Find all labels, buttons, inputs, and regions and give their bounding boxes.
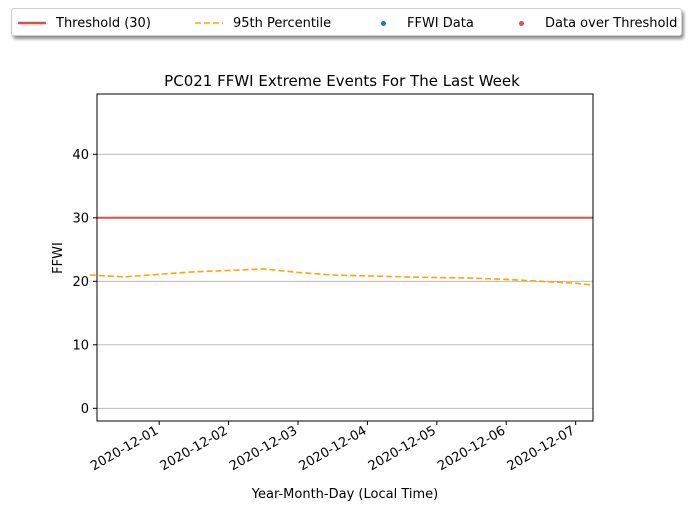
legend-item-percentile: 95th Percentile [195, 9, 331, 37]
legend-swatch-percentile [195, 17, 223, 29]
x-tick-label-2020-12-06: 2020-12-06 [435, 423, 508, 474]
x-tick-label-2020-12-03: 2020-12-03 [227, 423, 300, 474]
chart-title: PC021 FFWI Extreme Events For The Last W… [164, 72, 520, 90]
series-line-1 [89, 268, 594, 286]
legend-marker-over-threshold [507, 17, 535, 29]
y-tick-label-10: 10 [72, 338, 89, 353]
legend-marker-ffwi-data [369, 17, 397, 29]
x-tick-label-2020-12-01: 2020-12-01 [88, 423, 161, 474]
x-tick-label-2020-12-04: 2020-12-04 [296, 423, 369, 474]
legend-item-ffwi-data: FFWI Data [369, 9, 474, 37]
x-tick-label-2020-12-05: 2020-12-05 [366, 423, 439, 474]
plot-frame [96, 93, 594, 422]
grid-lines [97, 153, 593, 409]
y-tick-label-30: 30 [72, 211, 89, 226]
y-tick-label-20: 20 [72, 275, 89, 290]
legend-label-over-threshold: Data over Threshold [545, 15, 678, 31]
x-axis-label: Year-Month-Day (Local Time) [251, 487, 438, 502]
y-tick-label-0: 0 [81, 402, 89, 417]
legend-item-over-threshold: Data over Threshold [507, 9, 677, 37]
series-layer [89, 216, 594, 286]
y-axis: 0 10 20 30 40 [72, 148, 97, 417]
x-axis: 2020-12-012020-12-022020-12-032020-12-04… [88, 421, 578, 474]
y-axis-label: FFWI [51, 242, 66, 274]
legend-label-percentile: 95th Percentile [233, 15, 332, 31]
legend-item-threshold: Threshold (30) [18, 9, 151, 37]
legend-label-ffwi-data: FFWI Data [407, 15, 474, 31]
x-tick-label-2020-12-02: 2020-12-02 [158, 423, 231, 474]
legend-swatch-threshold [18, 17, 46, 29]
chart-legend: Threshold (30) 95th Percentile FFWI Data… [11, 8, 682, 36]
x-tick-label-2020-12-07: 2020-12-07 [505, 423, 578, 474]
legend-label-threshold: Threshold (30) [56, 15, 151, 31]
y-tick-label-40: 40 [72, 148, 89, 163]
